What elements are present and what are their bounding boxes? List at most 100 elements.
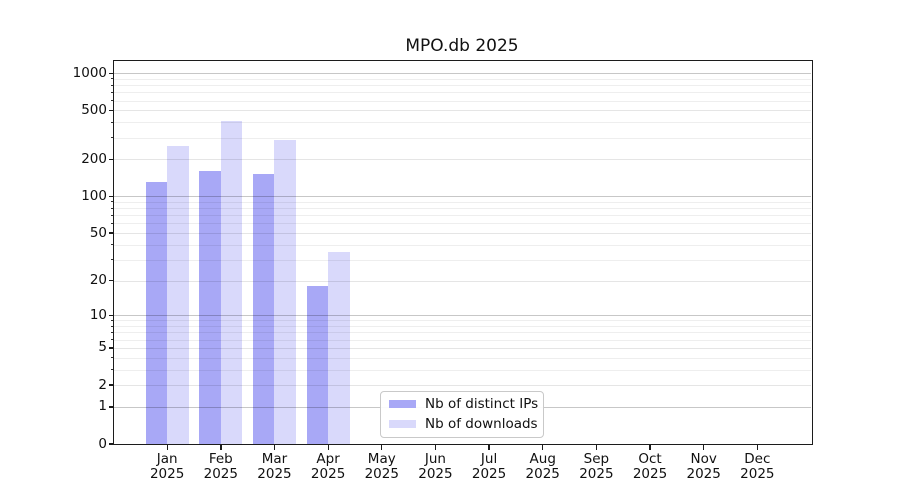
y-gridline xyxy=(113,159,811,161)
y-gridline-minor xyxy=(113,201,811,203)
y-gridline-minor xyxy=(113,100,811,102)
y-gridline xyxy=(113,73,811,75)
y-minor-tick xyxy=(111,201,114,203)
x-tick xyxy=(595,445,598,450)
y-gridline-minor xyxy=(113,320,811,322)
y-gridline-minor xyxy=(113,208,811,210)
x-tick-label-year: 2025 xyxy=(471,466,507,482)
x-tick-label-month: Jul xyxy=(480,450,498,467)
legend-item-downloads: Nb of downloads xyxy=(381,416,543,432)
x-tick-label-year: 2025 xyxy=(310,466,346,482)
y-tick xyxy=(109,443,114,445)
y-gridline xyxy=(113,233,811,235)
y-gridline xyxy=(113,347,811,349)
x-tick xyxy=(434,445,437,450)
y-minor-tick xyxy=(111,222,114,224)
y-minor-tick xyxy=(111,78,114,80)
bar-distinct-ips-mar xyxy=(253,174,275,444)
legend-swatch-distinct-ips xyxy=(389,399,416,408)
x-tick-label-month: Mar xyxy=(261,450,288,467)
x-tick xyxy=(703,445,705,450)
y-minor-tick xyxy=(111,331,114,333)
y-minor-tick xyxy=(111,339,114,341)
y-gridline-minor xyxy=(113,78,811,80)
y-tick-label: 50 xyxy=(89,224,107,241)
x-tick-label-year: 2025 xyxy=(418,466,453,482)
x-tick-label-month: Dec xyxy=(744,450,771,467)
y-tick-label: 5 xyxy=(98,339,107,356)
y-minor-tick xyxy=(111,100,114,102)
y-tick-label: 100 xyxy=(81,187,107,204)
x-tick xyxy=(381,445,383,450)
y-gridline xyxy=(113,110,811,112)
x-tick-label-year: 2025 xyxy=(632,466,668,482)
y-gridline-minor xyxy=(113,339,811,341)
x-tick xyxy=(756,445,759,450)
y-tick xyxy=(109,109,114,112)
x-tick-label-year: 2025 xyxy=(203,466,238,482)
y-minor-tick xyxy=(111,369,114,371)
bar-downloads-apr xyxy=(328,251,350,444)
y-tick-label: 10 xyxy=(89,306,107,323)
y-gridline-minor xyxy=(113,92,811,94)
x-tick-label-month: Aug xyxy=(529,450,556,467)
x-tick-label-month: Feb xyxy=(208,450,233,467)
y-minor-tick xyxy=(111,137,114,139)
y-minor-tick xyxy=(111,319,114,321)
x-tick-label-year: 2025 xyxy=(525,466,560,482)
x-tick-label-year: 2025 xyxy=(579,466,614,482)
y-minor-tick xyxy=(111,325,114,327)
x-tick-label-month: Nov xyxy=(690,450,717,467)
bar-downloads-jan xyxy=(167,146,189,444)
legend-item-distinct-ips: Nb of distinct IPs xyxy=(381,396,543,412)
y-tick xyxy=(109,72,114,74)
y-tick xyxy=(109,384,114,386)
x-tick-label-year: 2025 xyxy=(149,466,185,482)
y-minor-tick xyxy=(111,121,114,123)
x-tick-label-month: Sep xyxy=(583,450,610,467)
x-tick-label-month: Oct xyxy=(638,450,662,467)
y-gridline-minor xyxy=(113,326,811,328)
legend-label-downloads: Nb of downloads xyxy=(425,416,538,433)
y-gridline-minor xyxy=(113,357,811,359)
x-tick xyxy=(649,445,651,450)
chart-title: MPO.db 2025 xyxy=(405,36,519,56)
y-tick-label: 20 xyxy=(89,272,107,289)
x-tick-label-month: Apr xyxy=(316,450,340,467)
y-minor-tick xyxy=(111,84,114,86)
y-gridline-minor xyxy=(113,259,811,261)
y-gridline-minor xyxy=(113,369,811,371)
y-minor-tick xyxy=(111,214,114,216)
y-tick-label: 200 xyxy=(81,150,107,167)
y-tick xyxy=(109,232,114,234)
y-gridline xyxy=(113,280,811,282)
bar-downloads-feb xyxy=(220,121,243,444)
y-tick xyxy=(109,406,114,408)
x-tick xyxy=(542,445,544,450)
y-gridline xyxy=(113,196,811,198)
y-tick xyxy=(109,347,114,349)
x-tick xyxy=(327,445,329,450)
y-tick xyxy=(109,314,114,317)
y-tick xyxy=(109,195,114,198)
y-gridline-minor xyxy=(113,332,811,334)
y-gridline xyxy=(113,315,811,317)
x-tick xyxy=(488,445,490,450)
y-gridline-minor xyxy=(113,85,811,87)
y-gridline-minor xyxy=(113,244,811,246)
y-gridline-minor xyxy=(113,215,811,217)
x-tick-label-month: May xyxy=(367,450,396,467)
x-tick xyxy=(166,445,168,450)
y-minor-tick xyxy=(111,357,114,359)
x-tick-label-year: 2025 xyxy=(257,466,292,482)
y-minor-tick xyxy=(111,244,114,246)
x-tick-label-year: 2025 xyxy=(686,466,721,482)
y-gridline xyxy=(113,385,811,387)
y-gridline-minor xyxy=(113,137,811,139)
legend-label-distinct-ips: Nb of distinct IPs xyxy=(425,395,539,412)
x-tick xyxy=(220,445,222,450)
y-tick xyxy=(109,158,114,161)
x-tick-label-year: 2025 xyxy=(364,466,399,482)
